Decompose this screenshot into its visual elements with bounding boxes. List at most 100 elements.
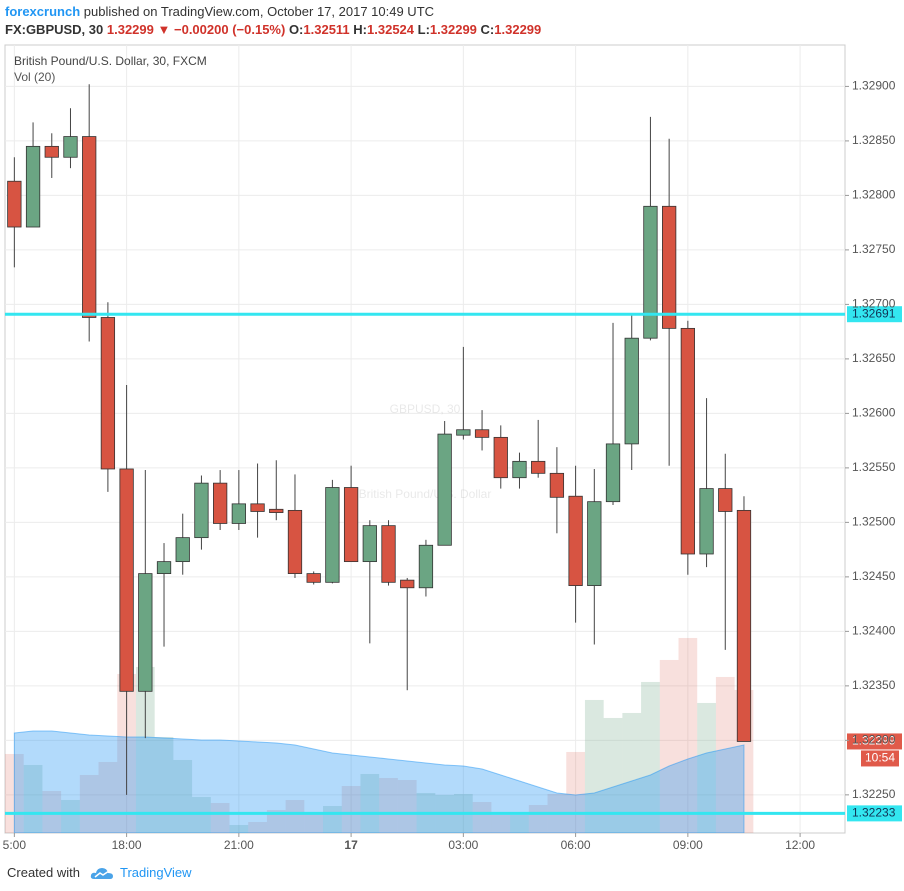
author[interactable]: forexcrunch xyxy=(5,4,81,19)
volume-bar xyxy=(584,699,604,833)
y-tick-label: 1.32450 xyxy=(852,569,896,583)
candle-body xyxy=(44,145,59,158)
ohlc-key: O: xyxy=(288,22,304,37)
x-tick-label: 17 xyxy=(344,838,358,852)
watermark: GBPUSD, 30 xyxy=(390,402,461,416)
price-tag-label: 1.32691 xyxy=(852,306,896,320)
volume-bar xyxy=(341,785,361,833)
candle-body xyxy=(362,525,377,563)
ohlc-value: 1.32511 xyxy=(303,22,350,37)
brand[interactable]: TradingView xyxy=(119,865,192,880)
candle-body xyxy=(680,327,695,555)
candle-body xyxy=(437,433,452,546)
candle-body xyxy=(699,488,714,555)
price-tag xyxy=(847,805,902,822)
y-tick-label: 1.32700 xyxy=(852,297,896,311)
volume-bar xyxy=(491,814,511,833)
published: published on TradingView.com, October 17… xyxy=(83,4,435,19)
candle-body xyxy=(568,495,583,586)
candle-body xyxy=(587,501,602,586)
watermark: British Pound/U.S. Dollar xyxy=(359,487,492,501)
x-tick-label: 18:00 xyxy=(112,838,142,852)
volume-bar xyxy=(472,801,492,833)
candle-body xyxy=(194,482,209,539)
candle-body xyxy=(493,436,508,479)
y-tick-label: 1.32400 xyxy=(852,624,896,638)
arrow: ▼ xyxy=(157,22,171,37)
header: forexcrunch published on TradingView.com… xyxy=(5,3,541,39)
candle-body xyxy=(400,579,415,589)
x-tick-label: 09:00 xyxy=(673,838,703,852)
ohlc-key: C: xyxy=(480,22,495,37)
price-tag-label: 1.32233 xyxy=(852,806,896,820)
created: Created with xyxy=(7,865,80,880)
volume-bar xyxy=(603,717,623,833)
countdown-label: 10:54 xyxy=(865,751,895,765)
candle-body xyxy=(662,205,677,329)
candle-body xyxy=(456,429,471,436)
change: −0.00200 (−0.15%) xyxy=(174,22,286,37)
volume-bar xyxy=(154,736,174,833)
candle-body xyxy=(381,525,396,583)
candle-body xyxy=(213,482,228,524)
volume-bar xyxy=(248,821,267,833)
candle-body xyxy=(718,488,733,512)
volume-bar xyxy=(135,666,155,833)
candle-body xyxy=(549,472,565,498)
candle-body xyxy=(156,561,172,575)
volume-bar xyxy=(210,802,230,833)
candle-body xyxy=(82,136,97,318)
last: 1.32299 xyxy=(106,22,154,37)
candle-body xyxy=(138,573,153,692)
volume-bar xyxy=(641,681,660,833)
y-tick-label: 1.32500 xyxy=(852,515,896,529)
logo xyxy=(90,868,113,879)
volume-bar xyxy=(23,764,43,833)
candle-body xyxy=(269,508,284,513)
y-tick-label: 1.32850 xyxy=(852,133,896,147)
volume-bar xyxy=(715,676,735,833)
header-line: forexcrunch published on TradingView.com… xyxy=(5,3,541,21)
countdown-tag xyxy=(861,750,899,767)
y-tick-label: 1.32800 xyxy=(852,188,896,202)
candle-body xyxy=(512,460,527,479)
volume-bar xyxy=(678,637,698,833)
y-tick-label: 1.32650 xyxy=(852,351,896,365)
candle-body xyxy=(643,205,658,339)
ohlc-key: H: xyxy=(353,22,368,37)
volume-bar xyxy=(622,712,642,833)
y-tick-label: 1.32750 xyxy=(852,242,896,256)
volume-bar xyxy=(379,777,398,833)
x-tick-label: 5:00 xyxy=(3,838,27,852)
x-tick-label: 21:00 xyxy=(224,838,254,852)
x-tick-label: 06:00 xyxy=(561,838,591,852)
volume-bar xyxy=(266,809,286,833)
candle-body xyxy=(531,460,546,474)
volume-bar xyxy=(659,659,679,833)
candle-body xyxy=(474,429,490,438)
symbol: FX:GBPUSD, 30 xyxy=(5,22,104,37)
volume-bar xyxy=(61,799,80,833)
y-tick-label: 1.32600 xyxy=(852,406,896,420)
candle-body xyxy=(63,136,78,158)
candle-body xyxy=(605,443,621,503)
chart-title: British Pound/U.S. Dollar, 30, FXCM xyxy=(14,54,207,68)
y-tick-label: 1.32900 xyxy=(852,79,896,93)
chart: GBPUSD, 30 British Pound/U.S. Dollar 1.32… xyxy=(3,44,902,852)
candle-body xyxy=(119,468,134,692)
volume-bar xyxy=(229,824,249,833)
volume-bar xyxy=(697,702,716,833)
candle-body xyxy=(250,503,265,512)
candle-body xyxy=(325,487,340,583)
candle-body xyxy=(287,509,303,575)
volume-bar xyxy=(397,779,417,833)
last-price-tag xyxy=(847,733,902,750)
y-tick-label: 1.32550 xyxy=(852,460,896,474)
y-tick-label: 1.32300 xyxy=(852,733,896,747)
price-tag xyxy=(847,306,902,323)
y-tick-label: 1.32250 xyxy=(852,787,896,801)
volume-bar xyxy=(360,773,380,833)
volume-bar xyxy=(304,811,324,833)
volume-bar xyxy=(79,774,99,833)
